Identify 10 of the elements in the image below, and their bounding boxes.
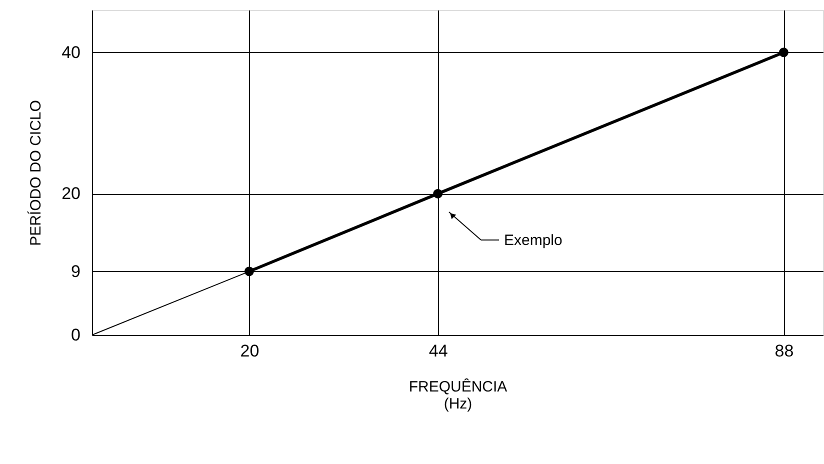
x-axis-title: FREQUÊNCIA (Hz) [408,378,508,412]
y-axis-title: PERÍODO DO CICLO [26,100,45,246]
x-tick-label: 20 [240,342,260,360]
x-tick-label: 88 [774,342,794,360]
annotation: Exemplo [504,232,562,249]
y-tick-label: 9 [71,262,80,281]
y-tick-label: 20 [62,184,80,204]
y-tick-label: 40 [62,42,80,62]
x-tick-label: 44 [428,342,448,360]
y-tick-label: 0 [71,326,80,344]
